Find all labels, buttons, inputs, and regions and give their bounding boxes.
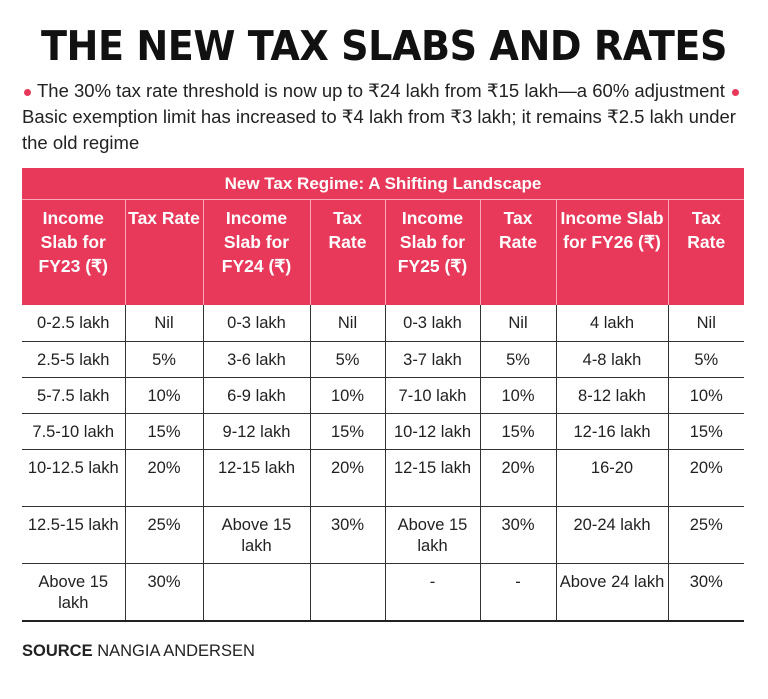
source-note: SOURCE NANGIA ANDERSEN — [22, 642, 255, 661]
tax-slab-table: New Tax Regime: A Shifting Landscape Inc… — [22, 168, 745, 622]
table-cell: - — [479, 563, 556, 622]
table-row: Above 15 lakh 30% - - Above 24 lakh 30% — [22, 563, 745, 622]
table-cell: 9-12 lakh — [202, 413, 310, 450]
table-cell: 5% — [309, 341, 385, 378]
bullet-dot-icon — [732, 88, 739, 96]
table-cell: 15% — [309, 413, 385, 450]
source-value: NANGIA ANDERSEN — [97, 642, 255, 660]
table-cell: 30% — [667, 563, 745, 622]
bullet-text: Basic exemption limit has increased to ₹… — [22, 106, 736, 153]
table-cell: 20% — [309, 449, 385, 507]
table-cell: 12-15 lakh — [384, 449, 480, 507]
table-cell: 25% — [667, 506, 745, 564]
table-cell: 4-8 lakh — [555, 341, 668, 378]
table-cell: 10-12 lakh — [384, 413, 480, 450]
table-cell: 20-24 lakh — [555, 506, 668, 564]
column-header: Tax Rate — [309, 199, 385, 305]
table-cell: 5% — [124, 341, 203, 378]
table-cell: 25% — [124, 506, 203, 564]
table-cell: 20% — [479, 449, 556, 507]
table-cell: 16-20 — [555, 449, 668, 507]
bullet-dot-icon — [24, 88, 31, 96]
column-header: Income Slab for FY26 (₹) — [555, 199, 668, 305]
table-cell: 8-12 lakh — [555, 377, 668, 414]
column-header: Income Slab for FY25 (₹) — [384, 199, 480, 305]
column-header: Income Slab for FY23 (₹) — [22, 199, 125, 305]
table-caption: New Tax Regime: A Shifting Landscape — [22, 168, 745, 200]
table-cell: 10-12.5 lakh — [22, 449, 125, 507]
table-row: 2.5-5 lakh 5% 3-6 lakh 5% 3-7 lakh 5% 4-8 lakh… — [22, 341, 745, 378]
table-cell: 20% — [124, 449, 203, 507]
table-cell: 20% — [667, 449, 745, 507]
table-cell: - — [384, 563, 480, 622]
table-cell: 10% — [667, 377, 745, 414]
source-label: SOURCE — [22, 642, 93, 660]
table-cell: 10% — [124, 377, 203, 414]
table-cell: 5% — [667, 341, 745, 378]
table-cell: 3-7 lakh — [384, 341, 480, 378]
summary-bullets: The 30% tax rate threshold is now up to … — [22, 78, 752, 156]
table-row: 5-7.5 lakh 10% 6-9 lakh 10% 7-10 lakh 10% 8-12… — [22, 377, 745, 414]
table-cell: Nil — [124, 305, 203, 342]
table-cell: 12-16 lakh — [555, 413, 668, 450]
table-cell: Above 15 lakh — [202, 506, 310, 564]
table-cell: 30% — [309, 506, 385, 564]
table-cell: 30% — [479, 506, 556, 564]
table-cell: Nil — [479, 305, 556, 342]
table-cell: 0-2.5 lakh — [22, 305, 125, 342]
table-cell: 12-15 lakh — [202, 449, 310, 507]
table-cell: Nil — [309, 305, 385, 342]
table-row: 7.5-10 lakh 15% 9-12 lakh 15% 10-12 lakh 15% 1… — [22, 413, 745, 450]
table-cell: 15% — [124, 413, 203, 450]
table-cell: 5-7.5 lakh — [22, 377, 125, 414]
table-cell: 7.5-10 lakh — [22, 413, 125, 450]
table-cell: 0-3 lakh — [384, 305, 480, 342]
table-cell: 0-3 lakh — [202, 305, 310, 342]
table-cell: 7-10 lakh — [384, 377, 480, 414]
table-cell — [202, 563, 310, 622]
table-row: 0-2.5 lakh Nil 0-3 lakh Nil 0-3 lakh Nil 4 lak… — [22, 305, 745, 342]
table-cell: Nil — [667, 305, 745, 342]
table-cell: 5% — [479, 341, 556, 378]
table-cell: 3-6 lakh — [202, 341, 310, 378]
table-cell: 6-9 lakh — [202, 377, 310, 414]
table-cell: 30% — [124, 563, 203, 622]
table-row: 10-12.5 lakh 20% 12-15 lakh 20% 12-15 lakh 20… — [22, 449, 745, 507]
table-cell: 4 lakh — [555, 305, 668, 342]
table-cell: 15% — [479, 413, 556, 450]
table-cell: Above 24 lakh — [555, 563, 668, 622]
column-header: Tax Rate — [667, 199, 745, 305]
column-header: Tax Rate — [124, 199, 203, 305]
page-title: THE NEW TAX SLABS AND RATES — [40, 22, 728, 70]
table-cell: 15% — [667, 413, 745, 450]
table-cell: 10% — [309, 377, 385, 414]
column-header: Tax Rate — [479, 199, 556, 305]
table-cell: 12.5-15 lakh — [22, 506, 125, 564]
table-cell: 2.5-5 lakh — [22, 341, 125, 378]
bullet-text: The 30% tax rate threshold is now up to … — [37, 80, 725, 101]
table-cell: Above 15 lakh — [22, 563, 125, 622]
table-cell — [309, 563, 385, 622]
table-row: 12.5-15 lakh 25% Above 15 lakh 30% Above 15 … — [22, 506, 745, 564]
column-header: Income Slab for FY24 (₹) — [202, 199, 310, 305]
table-cell: 10% — [479, 377, 556, 414]
table-cell: Above 15 lakh — [384, 506, 480, 564]
